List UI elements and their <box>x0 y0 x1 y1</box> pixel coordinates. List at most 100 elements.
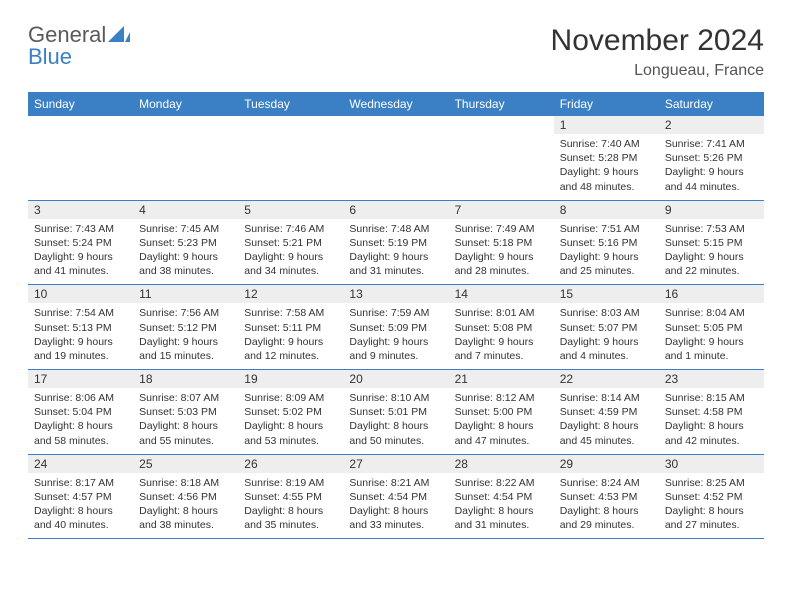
day-body: Sunrise: 8:06 AMSunset: 5:04 PMDaylight:… <box>28 388 133 454</box>
sunrise-text: Sunrise: 7:43 AM <box>34 222 127 236</box>
day-number: 5 <box>238 201 343 219</box>
sunset-text: Sunset: 5:12 PM <box>139 321 232 335</box>
daylight-text: Daylight: 9 hours and 38 minutes. <box>139 250 232 278</box>
sunset-text: Sunset: 4:58 PM <box>665 405 758 419</box>
calendar-cell: . <box>28 116 133 200</box>
sunrise-text: Sunrise: 8:01 AM <box>455 306 548 320</box>
day-body: Sunrise: 7:59 AMSunset: 5:09 PMDaylight:… <box>343 303 448 369</box>
sunrise-text: Sunrise: 7:53 AM <box>665 222 758 236</box>
calendar-cell: . <box>449 116 554 200</box>
daylight-text: Daylight: 9 hours and 1 minute. <box>665 335 758 363</box>
day-body: Sunrise: 8:09 AMSunset: 5:02 PMDaylight:… <box>238 388 343 454</box>
day-number: 11 <box>133 285 238 303</box>
day-number: 30 <box>659 455 764 473</box>
sail-icon <box>108 24 130 46</box>
day-number: 17 <box>28 370 133 388</box>
sunset-text: Sunset: 5:04 PM <box>34 405 127 419</box>
sunset-text: Sunset: 5:21 PM <box>244 236 337 250</box>
day-number: 14 <box>449 285 554 303</box>
calendar-cell: 15Sunrise: 8:03 AMSunset: 5:07 PMDayligh… <box>554 285 659 370</box>
sunrise-text: Sunrise: 7:41 AM <box>665 137 758 151</box>
calendar-cell: 17Sunrise: 8:06 AMSunset: 5:04 PMDayligh… <box>28 370 133 455</box>
calendar-body: .....1Sunrise: 7:40 AMSunset: 5:28 PMDay… <box>28 116 764 539</box>
daylight-text: Daylight: 9 hours and 4 minutes. <box>560 335 653 363</box>
day-number: 16 <box>659 285 764 303</box>
calendar-cell: 19Sunrise: 8:09 AMSunset: 5:02 PMDayligh… <box>238 370 343 455</box>
daylight-text: Daylight: 8 hours and 29 minutes. <box>560 504 653 532</box>
daylight-text: Daylight: 9 hours and 28 minutes. <box>455 250 548 278</box>
calendar-cell: 23Sunrise: 8:15 AMSunset: 4:58 PMDayligh… <box>659 370 764 455</box>
sunset-text: Sunset: 5:13 PM <box>34 321 127 335</box>
sunset-text: Sunset: 5:08 PM <box>455 321 548 335</box>
calendar-cell: 24Sunrise: 8:17 AMSunset: 4:57 PMDayligh… <box>28 454 133 539</box>
calendar-cell: 18Sunrise: 8:07 AMSunset: 5:03 PMDayligh… <box>133 370 238 455</box>
sunset-text: Sunset: 5:15 PM <box>665 236 758 250</box>
sunset-text: Sunset: 5:28 PM <box>560 151 653 165</box>
daylight-text: Daylight: 8 hours and 40 minutes. <box>34 504 127 532</box>
day-number: 22 <box>554 370 659 388</box>
sunset-text: Sunset: 5:26 PM <box>665 151 758 165</box>
day-body: Sunrise: 8:25 AMSunset: 4:52 PMDaylight:… <box>659 473 764 539</box>
calendar-cell: 4Sunrise: 7:45 AMSunset: 5:23 PMDaylight… <box>133 200 238 285</box>
calendar-cell: 29Sunrise: 8:24 AMSunset: 4:53 PMDayligh… <box>554 454 659 539</box>
daylight-text: Daylight: 8 hours and 33 minutes. <box>349 504 442 532</box>
daylight-text: Daylight: 9 hours and 7 minutes. <box>455 335 548 363</box>
daylight-text: Daylight: 9 hours and 31 minutes. <box>349 250 442 278</box>
calendar-cell: . <box>133 116 238 200</box>
sunset-text: Sunset: 4:57 PM <box>34 490 127 504</box>
sunrise-text: Sunrise: 8:14 AM <box>560 391 653 405</box>
sunrise-text: Sunrise: 7:45 AM <box>139 222 232 236</box>
daylight-text: Daylight: 8 hours and 38 minutes. <box>139 504 232 532</box>
daylight-text: Daylight: 8 hours and 27 minutes. <box>665 504 758 532</box>
day-number: 1 <box>554 116 659 134</box>
calendar-week: 24Sunrise: 8:17 AMSunset: 4:57 PMDayligh… <box>28 454 764 539</box>
daylight-text: Daylight: 9 hours and 41 minutes. <box>34 250 127 278</box>
calendar-cell: 9 Sunrise: 7:53 AMSunset: 5:15 PMDaylight… <box>659 200 764 285</box>
day-body: Sunrise: 7:43 AMSunset: 5:24 PMDaylight:… <box>28 219 133 285</box>
calendar-week: .....1Sunrise: 7:40 AMSunset: 5:28 PMDay… <box>28 116 764 200</box>
daylight-text: Daylight: 9 hours and 25 minutes. <box>560 250 653 278</box>
day-header: Sunday <box>28 92 133 116</box>
sunrise-text: Sunrise: 7:49 AM <box>455 222 548 236</box>
day-body: Sunrise: 7:51 AMSunset: 5:16 PMDaylight:… <box>554 219 659 285</box>
sunrise-text: Sunrise: 8:21 AM <box>349 476 442 490</box>
day-body: Sunrise: 8:18 AMSunset: 4:56 PMDaylight:… <box>133 473 238 539</box>
daylight-text: Daylight: 9 hours and 22 minutes. <box>665 250 758 278</box>
calendar-cell: 11Sunrise: 7:56 AMSunset: 5:12 PMDayligh… <box>133 285 238 370</box>
day-body: Sunrise: 7:41 AMSunset: 5:26 PMDaylight:… <box>659 134 764 200</box>
day-body: Sunrise: 7:54 AMSunset: 5:13 PMDaylight:… <box>28 303 133 369</box>
day-header: Wednesday <box>343 92 448 116</box>
day-number: 8 <box>554 201 659 219</box>
day-body: Sunrise: 8:14 AMSunset: 4:59 PMDaylight:… <box>554 388 659 454</box>
daylight-text: Daylight: 8 hours and 35 minutes. <box>244 504 337 532</box>
calendar-cell: 14 Sunrise: 8:01 AMSunset: 5:08 PMDayligh… <box>449 285 554 370</box>
day-number: 9 <box>659 201 764 219</box>
day-number: 4 <box>133 201 238 219</box>
calendar-table: SundayMondayTuesdayWednesdayThursdayFrid… <box>28 92 764 539</box>
sunrise-text: Sunrise: 8:18 AM <box>139 476 232 490</box>
day-body: Sunrise: 7:45 AMSunset: 5:23 PMDaylight:… <box>133 219 238 285</box>
day-number: 28 <box>449 455 554 473</box>
sunrise-text: Sunrise: 7:46 AM <box>244 222 337 236</box>
day-number: 26 <box>238 455 343 473</box>
day-body: Sunrise: 8:03 AMSunset: 5:07 PMDaylight:… <box>554 303 659 369</box>
sunrise-text: Sunrise: 7:51 AM <box>560 222 653 236</box>
sunrise-text: Sunrise: 8:07 AM <box>139 391 232 405</box>
day-body: Sunrise: 7:49 AMSunset: 5:18 PMDaylight:… <box>449 219 554 285</box>
day-body: Sunrise: 8:24 AMSunset: 4:53 PMDaylight:… <box>554 473 659 539</box>
calendar-week: 3Sunrise: 7:43 AMSunset: 5:24 PMDaylight… <box>28 200 764 285</box>
day-body: Sunrise: 7:40 AMSunset: 5:28 PMDaylight:… <box>554 134 659 200</box>
day-number: 10 <box>28 285 133 303</box>
daylight-text: Daylight: 9 hours and 48 minutes. <box>560 165 653 193</box>
sunrise-text: Sunrise: 8:15 AM <box>665 391 758 405</box>
sunset-text: Sunset: 5:18 PM <box>455 236 548 250</box>
sunrise-text: Sunrise: 8:10 AM <box>349 391 442 405</box>
daylight-text: Daylight: 8 hours and 58 minutes. <box>34 419 127 447</box>
sunset-text: Sunset: 4:53 PM <box>560 490 653 504</box>
day-header: Friday <box>554 92 659 116</box>
daylight-text: Daylight: 9 hours and 12 minutes. <box>244 335 337 363</box>
brand-name-b: Blue <box>28 44 72 69</box>
day-number: 25 <box>133 455 238 473</box>
sunrise-text: Sunrise: 8:06 AM <box>34 391 127 405</box>
calendar-cell: 28Sunrise: 8:22 AMSunset: 4:54 PMDayligh… <box>449 454 554 539</box>
